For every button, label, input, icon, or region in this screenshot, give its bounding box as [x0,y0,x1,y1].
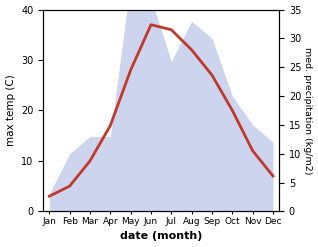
Y-axis label: med. precipitation (kg/m2): med. precipitation (kg/m2) [303,47,313,174]
Y-axis label: max temp (C): max temp (C) [5,75,16,146]
X-axis label: date (month): date (month) [120,231,202,242]
